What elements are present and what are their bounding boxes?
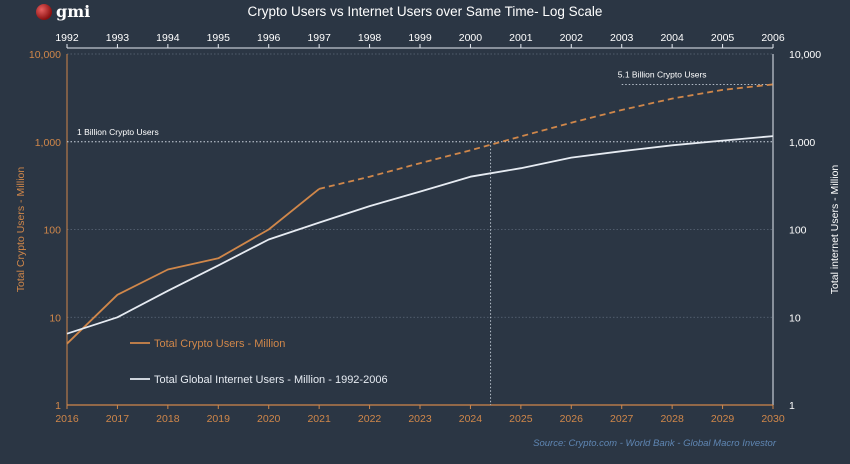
- x-tick-label-top: 1994: [156, 32, 180, 44]
- x-tick-label-bottom: 2025: [509, 413, 533, 425]
- chart-title: Crypto Users vs Internet Users over Same…: [247, 4, 603, 19]
- x-tick-label-bottom: 2023: [408, 413, 432, 425]
- x-tick-label-top: 2005: [711, 32, 735, 44]
- y-tick-label-right: 1,000: [789, 137, 815, 149]
- y-tick-label-left: 10: [49, 312, 61, 324]
- x-tick-label-top: 2003: [610, 32, 634, 44]
- x-tick-label-bottom: 2027: [610, 413, 634, 425]
- x-tick-label-top: 1997: [307, 32, 331, 44]
- source-note: Source: Crypto.com - World Bank - Global…: [533, 438, 776, 449]
- x-tick-label-top: 1998: [358, 32, 382, 44]
- x-tick-label-bottom: 2029: [711, 413, 735, 425]
- x-tick-label-top: 2002: [560, 32, 584, 44]
- y-tick-label-right: 100: [789, 225, 807, 237]
- y-tick-label-left: 1: [55, 400, 61, 412]
- y-tick-label-left: 1,000: [35, 137, 61, 149]
- x-tick-label-top: 2006: [761, 32, 785, 44]
- internet-users-line: [66, 135, 774, 335]
- x-tick-label-bottom: 2017: [106, 413, 130, 425]
- x-tick-label-top: 1995: [207, 32, 231, 44]
- gmi-logo: gmi: [36, 2, 90, 21]
- x-tick-label-bottom: 2024: [459, 413, 483, 425]
- x-tick-label-top: 2001: [509, 32, 533, 44]
- y-axis-title-left: Total Crypto Users - Million: [15, 167, 27, 293]
- x-tick-label-top: 2000: [459, 32, 483, 44]
- x-tick-label-bottom: 2022: [358, 413, 382, 425]
- x-tick-label-bottom: 2030: [761, 413, 785, 425]
- x-tick-label-bottom: 2016: [55, 413, 79, 425]
- y-tick-label-left: 100: [43, 225, 61, 237]
- x-tick-label-bottom: 2020: [257, 413, 281, 425]
- y-tick-label-right: 10,000: [789, 49, 821, 61]
- x-tick-label-top: 1993: [106, 32, 130, 44]
- crypto-users-line: [66, 188, 320, 345]
- y-axis-title-right: Total internet Users - Million: [829, 165, 841, 295]
- x-tick-label-top: 1992: [55, 32, 79, 44]
- y-tick-label-left: 10,000: [29, 49, 61, 61]
- legend-label-crypto: Total Crypto Users - Million: [154, 338, 285, 350]
- crypto-projection-line: [318, 83, 774, 190]
- x-tick-label-top: 1999: [408, 32, 432, 44]
- y-tick-label-right: 1: [789, 400, 795, 412]
- x-tick-label-top: 1996: [257, 32, 281, 44]
- x-tick-label-bottom: 2026: [560, 413, 584, 425]
- x-tick-label-bottom: 2018: [156, 413, 180, 425]
- x-tick-label-top: 2004: [660, 32, 684, 44]
- logo-ball-icon: [36, 3, 52, 20]
- logo-text: gmi: [56, 2, 91, 21]
- x-tick-label-bottom: 2019: [207, 413, 231, 425]
- annotation-one-billion: 1 Billion Crypto Users: [77, 127, 159, 137]
- y-tick-label-right: 10: [789, 312, 801, 324]
- legend-label-internet: Total Global Internet Users - Million - …: [154, 374, 388, 386]
- annotation-five-billion: 5.1 Billion Crypto Users: [618, 69, 707, 79]
- x-tick-label-bottom: 2021: [307, 413, 331, 425]
- x-tick-label-bottom: 2028: [660, 413, 684, 425]
